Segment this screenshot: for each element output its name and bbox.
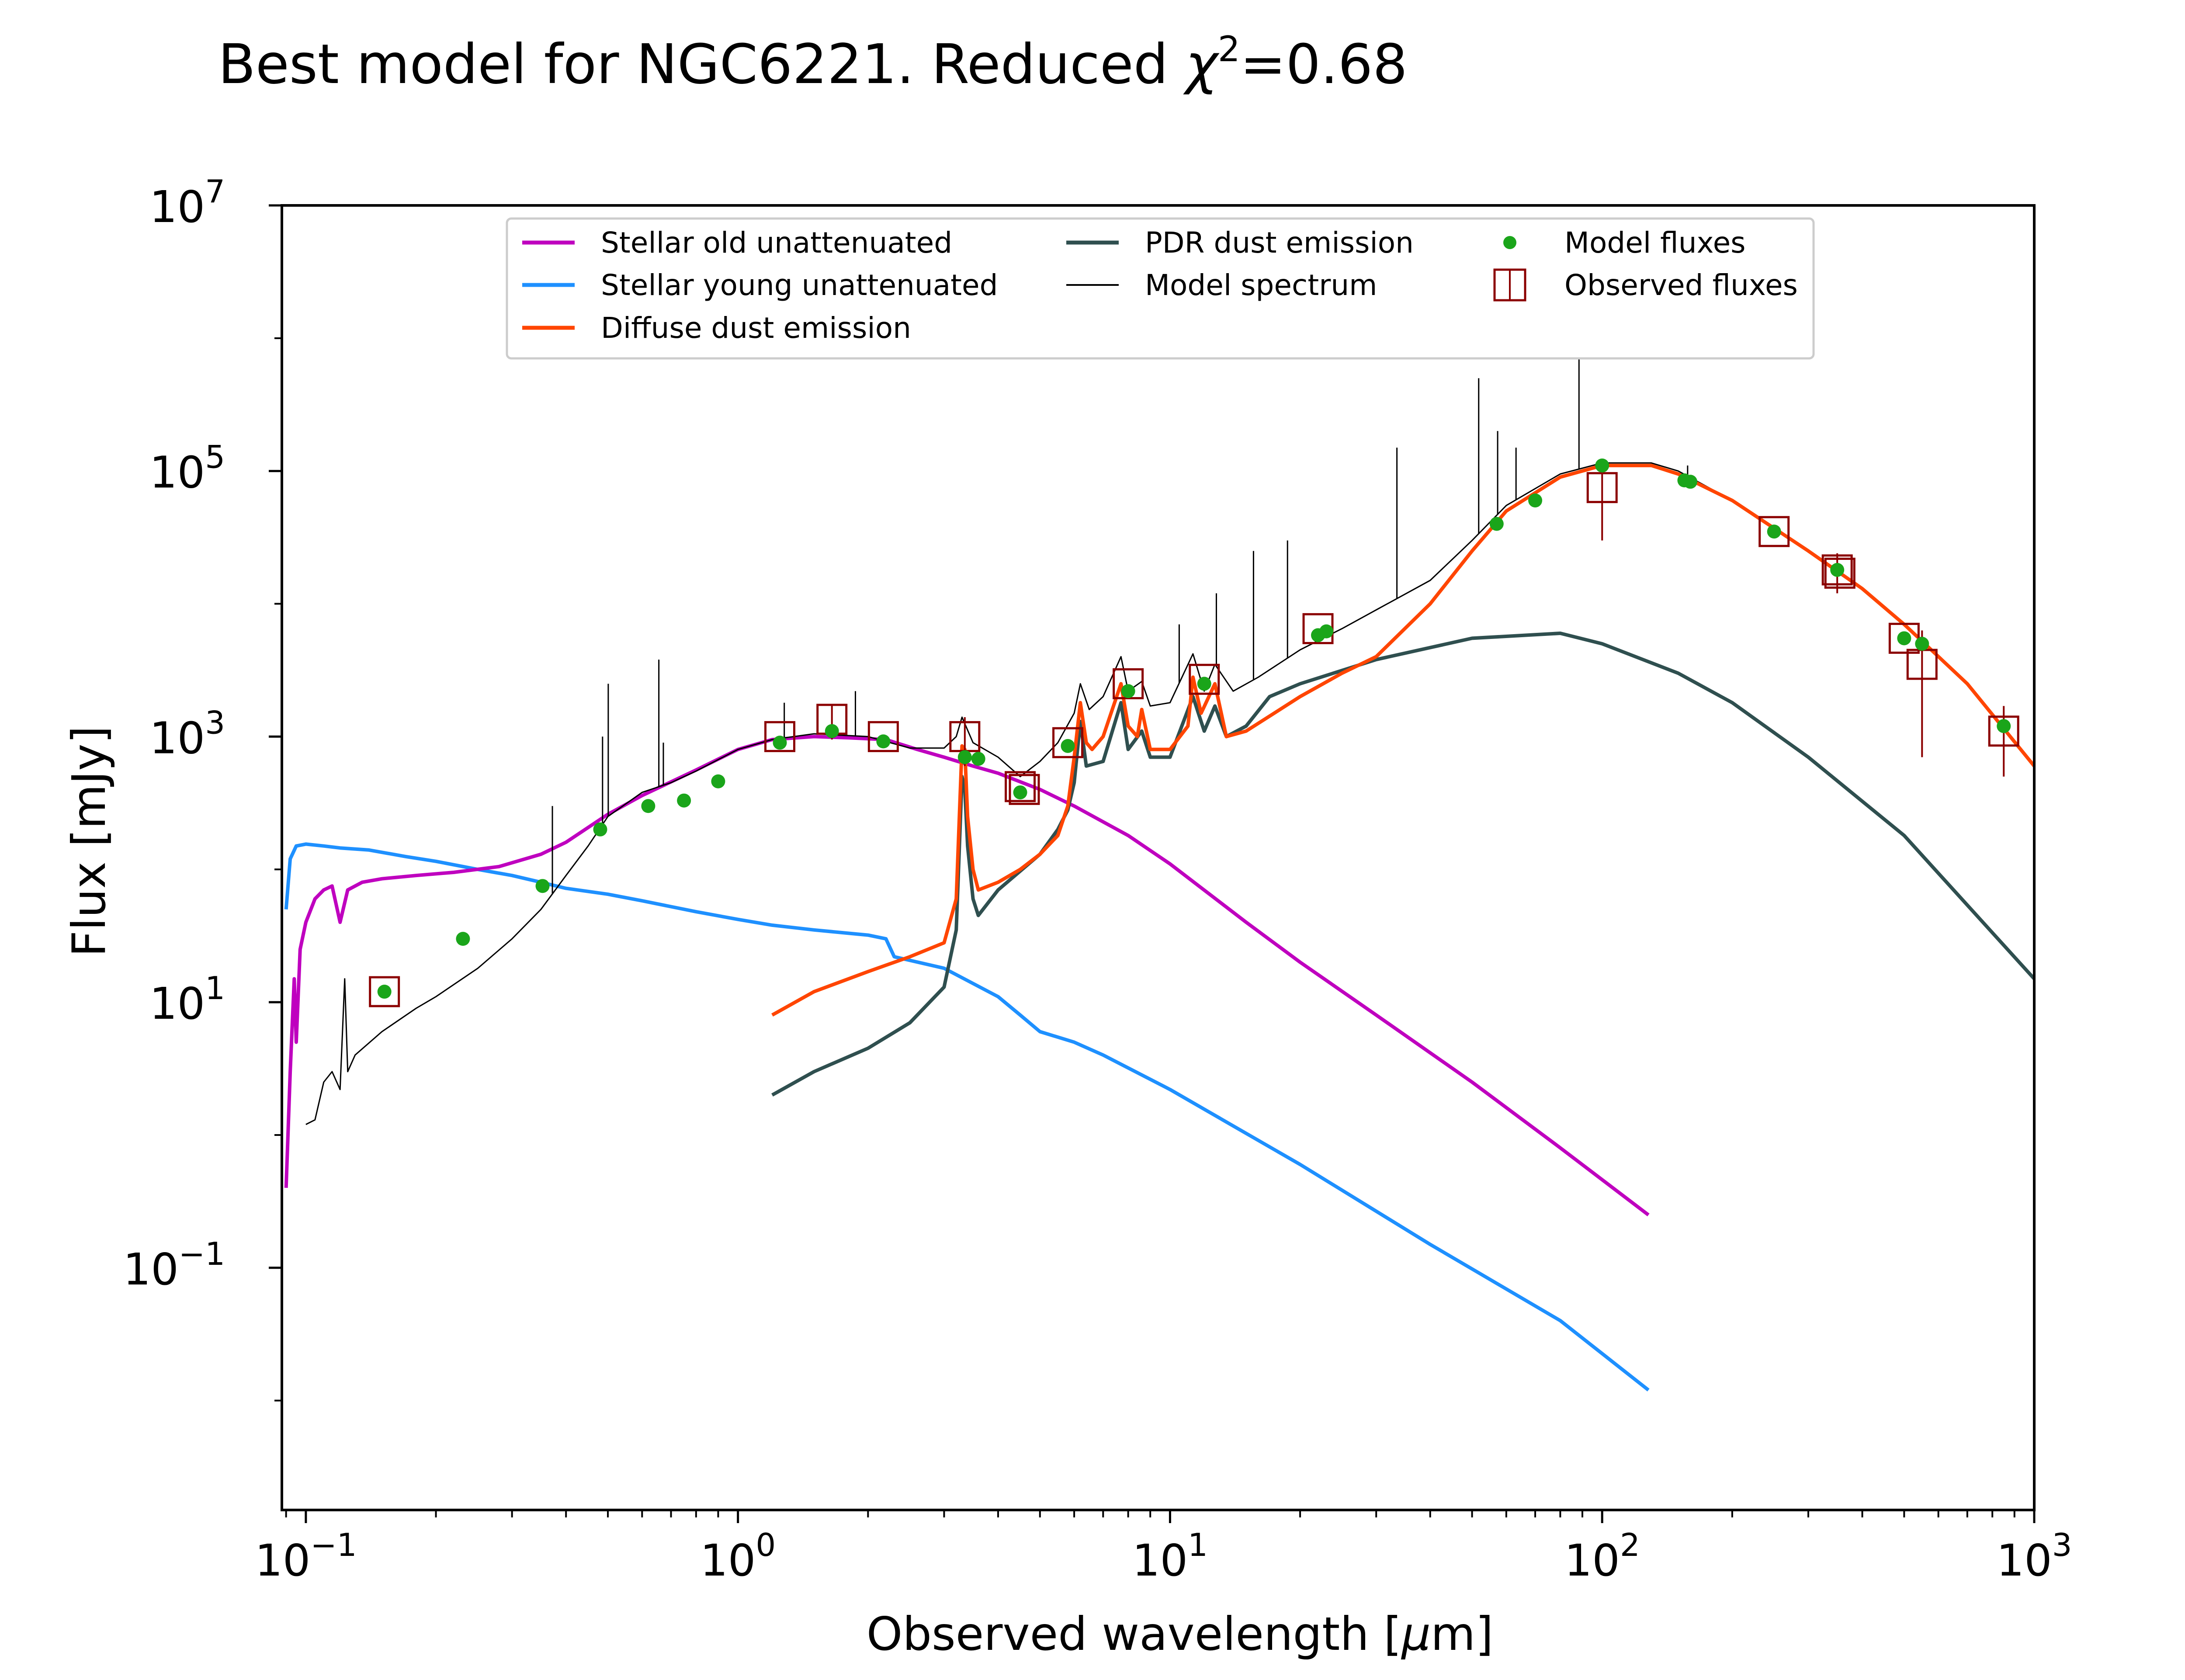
x-tick-label: 103 (1996, 1527, 2072, 1586)
y-tick-label: 105 (149, 439, 225, 498)
model-flux-point (957, 750, 972, 764)
observed-flux-marker (1821, 554, 1853, 586)
x-tick-label: 102 (1564, 1527, 1640, 1586)
model-flux-point (825, 724, 839, 738)
legend-label-stellar-young: Stellar young unattenuated (601, 268, 998, 302)
model-flux-point (1528, 493, 1543, 508)
observed-flux-marker (1005, 771, 1036, 802)
model-flux-point (1489, 517, 1504, 531)
model-flux-point (876, 734, 891, 749)
observed-flux-marker (867, 721, 899, 752)
observed-flux-marker (764, 721, 795, 752)
observed-flux-marker (1758, 516, 1790, 547)
observed-flux-marker (1052, 727, 1084, 758)
model-flux-point (677, 793, 691, 808)
observed-flux-marker (1586, 472, 1618, 503)
legend-label-model-fluxes: Model fluxes (1564, 226, 1746, 260)
model-flux-point (1061, 739, 1075, 753)
model-flux-point (377, 985, 392, 999)
observed-flux-marker (1009, 774, 1040, 805)
legend-swatch-model-fluxes (1503, 236, 1516, 249)
plot-frame (281, 204, 2036, 1511)
model-flux-point (641, 799, 656, 813)
ticks-layer: 10−1 100 101 102 103 10−1 101 103 105 107 (123, 173, 2072, 1586)
model-flux-point (1683, 475, 1698, 489)
x-tick-label: 100 (700, 1527, 776, 1586)
model-flux-point (1121, 684, 1135, 698)
model-flux-point (1897, 631, 1911, 646)
legend-label-diffuse-dust: Diffuse dust emission (601, 311, 911, 345)
model-flux-point (711, 774, 725, 788)
y-tick-label: 103 (149, 704, 225, 764)
model-flux-point (456, 932, 470, 946)
y-axis-label: Flux [mJy] (62, 726, 116, 957)
model-flux-point (593, 822, 607, 837)
x-axis-label: Observed wavelength [μm] (867, 1607, 1494, 1661)
chart-title: Best model for NGC6221. Reduced χ2=0.68 (218, 29, 1408, 96)
model-flux-point (535, 879, 550, 893)
model-flux-point (1197, 677, 1211, 691)
observed-flux-marker (1189, 663, 1220, 695)
series-line-pdr-dust-emission (771, 632, 2034, 1097)
x-tick-label: 10−1 (255, 1527, 357, 1586)
legend-box (506, 217, 1815, 360)
observed-flux-marker (1988, 715, 2019, 747)
legend-label-pdr-dust: PDR dust emission (1145, 226, 1414, 260)
model-flux-point (1830, 562, 1845, 577)
observed-flux-marker (1824, 558, 1856, 589)
legend-label-stellar-old: Stellar old unattenuated (601, 226, 952, 260)
model-flux-point (773, 736, 787, 750)
legend: Stellar old unattenuated Stellar young u… (506, 217, 1815, 360)
legend-label-model-spectrum: Model spectrum (1145, 268, 1377, 302)
emission-lines-layer (551, 351, 1689, 894)
y-tick-label: 101 (149, 970, 225, 1029)
series-line-stellar-young-unattenuated (284, 842, 1650, 1392)
model-flux-point (1997, 719, 2011, 733)
observed-flux-marker (1113, 668, 1144, 699)
legend-label-observed-fluxes: Observed fluxes (1564, 268, 1798, 302)
x-tick-label: 101 (1132, 1527, 1208, 1586)
model-flux-point (1915, 637, 1929, 651)
model-fluxes-layer (377, 458, 2011, 999)
series-layer (284, 462, 2034, 1392)
y-tick-label: 10−1 (123, 1236, 225, 1295)
y-tick-label: 107 (149, 173, 225, 233)
model-flux-point (1013, 785, 1027, 800)
observed-flux-marker (369, 976, 400, 1007)
model-flux-point (971, 752, 985, 766)
model-flux-point (1595, 458, 1609, 473)
model-flux-point (1319, 624, 1334, 639)
model-flux-point (1767, 524, 1781, 539)
